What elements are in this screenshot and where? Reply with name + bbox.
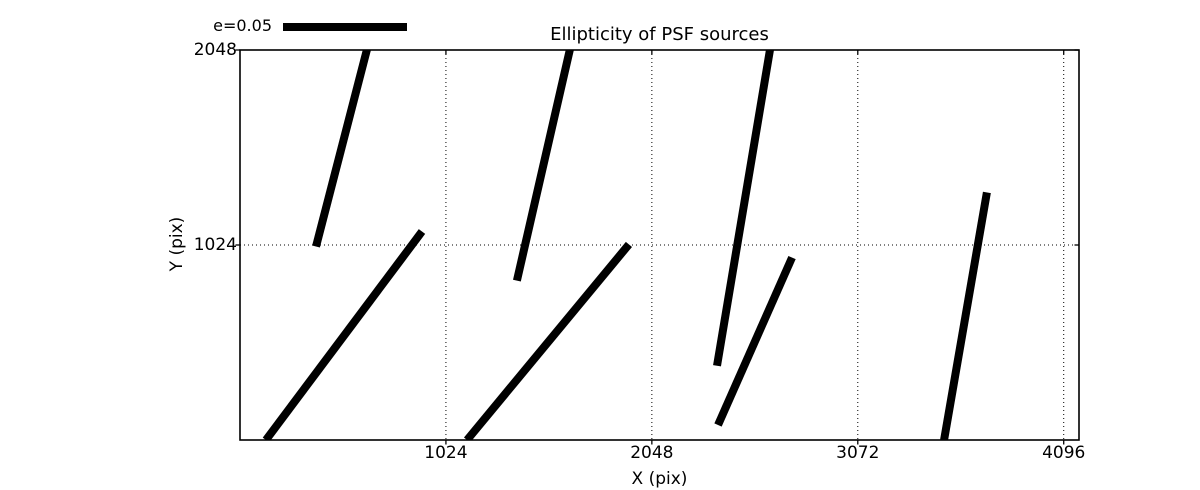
ellipticity-whisker [312,50,371,248]
x-tick-label-1024: 1024 [424,443,468,463]
ellipticity-whisker [513,50,574,282]
ellipticity-whisker [262,229,426,440]
x-tick-label-4096: 4096 [1042,443,1086,463]
y-tick-label-2048: 2048 [193,40,237,60]
y-tick-label-1024: 1024 [193,235,237,255]
legend-label: e=0.05 [213,16,272,35]
legend-sample-line [283,23,407,31]
ellipticity-whisker [714,255,796,427]
x-axis-label: X (pix) [631,469,688,489]
x-tick-label-2048: 2048 [630,443,674,463]
chart-title: Ellipticity of PSF sources [550,24,769,45]
ellipticity-whisker [940,191,991,440]
ellipticity-whisker [463,241,633,440]
ellipticity-whisker [713,50,775,367]
x-tick-label-3072: 3072 [836,443,880,463]
